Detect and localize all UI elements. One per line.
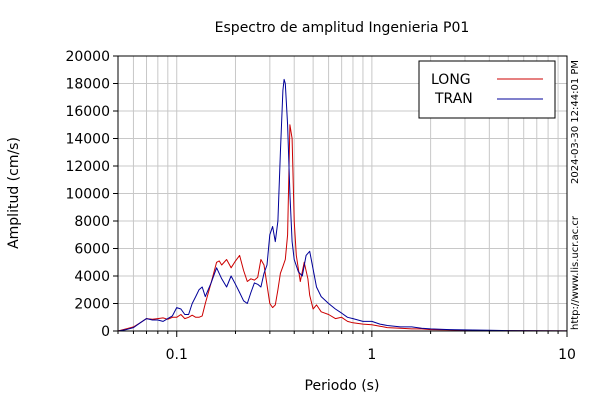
legend-label-tran: TRAN — [434, 91, 473, 107]
y-tick-label: 12000 — [65, 159, 110, 175]
legend: LONG TRAN — [418, 60, 556, 119]
chart-title: Espectro de amplitud Ingenieria P01 — [215, 20, 470, 36]
y-tick-label: 10000 — [65, 187, 110, 203]
series-area — [117, 78, 568, 332]
x-tick-label: 10 — [558, 347, 576, 363]
legend-label-long: LONG — [431, 72, 471, 88]
url-side-text: http://www.lis.ucr.ac.cr — [570, 215, 581, 330]
x-tick-label: 0.1 — [166, 347, 188, 363]
series-line-long — [117, 124, 568, 332]
legend-box — [418, 60, 556, 119]
series-line-tran — [117, 78, 568, 332]
y-tick-label: 14000 — [65, 132, 110, 148]
ticks: 0 2000 4000 6000 8000 10000 12000 14000 16000 180… — [65, 49, 575, 363]
y-tick-label: 0 — [101, 324, 110, 340]
y-tick-label: 2000 — [74, 297, 110, 313]
y-tick-label: 8000 — [74, 214, 110, 230]
y-tick-label: 16000 — [65, 104, 110, 120]
y-tick-label: 4000 — [74, 269, 110, 285]
x-tick-label: 1 — [367, 347, 376, 363]
x-axis-label: Periodo (s) — [305, 378, 380, 394]
y-tick-label: 20000 — [65, 49, 110, 65]
y-axis-label: Amplitud (cm/s) — [6, 137, 22, 249]
timestamp-side-text: 2024-03-30 12:44:01 PM — [570, 60, 581, 184]
y-tick-label: 6000 — [74, 242, 110, 258]
y-tick-label: 18000 — [65, 77, 110, 93]
